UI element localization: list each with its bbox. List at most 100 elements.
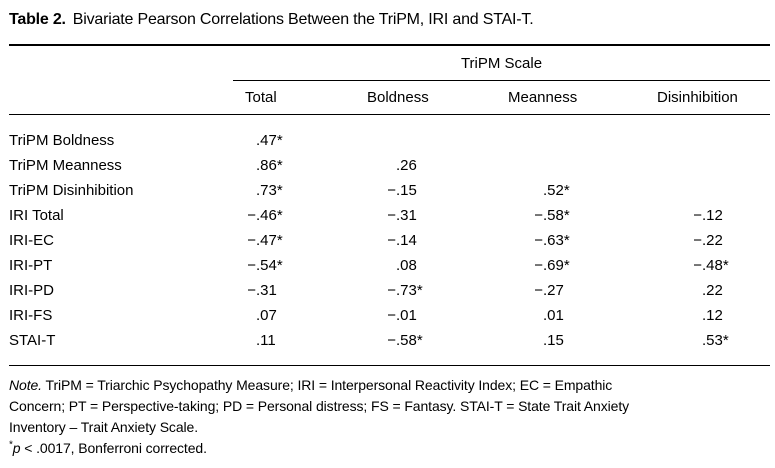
row-label: IRI-FS xyxy=(9,307,53,324)
correlation-cell: .53* xyxy=(625,328,770,366)
table-row: IRI-PD −.31 −.73* −.27 .22 xyxy=(9,278,770,303)
correlation-cell: .07 xyxy=(215,303,330,328)
value-number: .08 xyxy=(396,257,417,274)
value-sign: − xyxy=(387,232,396,249)
value-number: .15 xyxy=(543,332,564,349)
row-label: TriPM Meanness xyxy=(9,157,122,174)
value-sign: − xyxy=(534,232,543,249)
correlation-cell: .22 xyxy=(625,278,770,303)
correlation-cell xyxy=(625,153,770,178)
correlation-cell: −.54* xyxy=(215,253,330,278)
value-star: * xyxy=(276,182,283,199)
value-star: * xyxy=(722,332,729,349)
stub-cell xyxy=(9,45,215,81)
correlation-cell: −.48* xyxy=(625,253,770,278)
value-number: .52 xyxy=(543,182,564,199)
table-row: IRI Total −.46* −.31 −.58* −.12 xyxy=(9,203,770,228)
correlation-table: TriPM Scale Total Boldness Meanness Disi… xyxy=(9,44,770,366)
value-sign: − xyxy=(534,257,543,274)
value-number: .07 xyxy=(256,307,277,324)
value-number: .12 xyxy=(702,207,723,224)
stub-cell xyxy=(9,81,215,115)
value-number: .31 xyxy=(396,207,417,224)
column-header-boldness: Boldness xyxy=(330,81,470,115)
value-star: * xyxy=(276,232,283,249)
value-star: * xyxy=(563,232,570,249)
correlation-cell: −.31 xyxy=(215,278,330,303)
note-line-2: Concern; PT = Perspective-taking; PD = P… xyxy=(9,396,765,417)
correlation-cell: −.27 xyxy=(470,278,625,303)
value-sign: − xyxy=(534,207,543,224)
significance-p: p xyxy=(12,440,21,456)
value-number: .01 xyxy=(543,307,564,324)
correlation-cell: −.46* xyxy=(215,203,330,228)
value-number: .46 xyxy=(256,207,277,224)
column-header-row: Total Boldness Meanness Disinhibition xyxy=(9,81,770,115)
value-star: * xyxy=(563,182,570,199)
value-number: .22 xyxy=(702,232,723,249)
value-star: * xyxy=(416,282,423,299)
row-label: IRI Total xyxy=(9,207,64,224)
value-number: .86 xyxy=(256,157,277,174)
significance-text: < .0017, Bonferroni corrected. xyxy=(20,440,207,456)
value-sign: − xyxy=(387,332,396,349)
correlation-cell: −.01 xyxy=(330,303,470,328)
correlation-cell xyxy=(625,115,770,154)
value-sign: − xyxy=(693,232,702,249)
value-number: .73 xyxy=(396,282,417,299)
row-label: IRI-PD xyxy=(9,282,54,299)
table-row: STAI-T .11 −.58* .15 .53* xyxy=(9,328,770,366)
correlation-cell: −.22 xyxy=(625,228,770,253)
correlation-cell xyxy=(625,178,770,203)
table-row: TriPM Disinhibition .73* −.15 .52* xyxy=(9,178,770,203)
row-label: TriPM Disinhibition xyxy=(9,182,134,199)
spanner-header-cell: TriPM Scale xyxy=(215,45,770,81)
row-label: IRI-EC xyxy=(9,232,54,249)
value-number: .12 xyxy=(702,307,723,324)
correlation-cell: −.12 xyxy=(625,203,770,228)
correlation-cell: −.73* xyxy=(330,278,470,303)
correlation-cell: −.58* xyxy=(330,328,470,366)
value-number: .01 xyxy=(396,307,417,324)
value-star: * xyxy=(276,257,283,274)
value-star: * xyxy=(276,132,283,149)
correlation-cell xyxy=(330,115,470,154)
value-star: * xyxy=(563,207,570,224)
value-number: .14 xyxy=(396,232,417,249)
row-label: STAI-T xyxy=(9,332,56,349)
row-label: IRI-PT xyxy=(9,257,53,274)
correlation-cell: −.63* xyxy=(470,228,625,253)
value-star: * xyxy=(722,257,729,274)
value-number: .47 xyxy=(256,132,277,149)
value-number: .31 xyxy=(256,282,277,299)
value-sign: − xyxy=(387,307,396,324)
table-row: IRI-PT −.54* .08 −.69* −.48* xyxy=(9,253,770,278)
value-sign: − xyxy=(693,257,702,274)
value-number: .48 xyxy=(702,257,723,274)
value-star: * xyxy=(416,332,423,349)
correlation-cell: .12 xyxy=(625,303,770,328)
column-header-disinhibition: Disinhibition xyxy=(625,81,770,115)
correlation-cell: −.15 xyxy=(330,178,470,203)
column-header-total: Total xyxy=(215,81,330,115)
correlation-cell: −.69* xyxy=(470,253,625,278)
value-number: .58 xyxy=(543,207,564,224)
correlation-cell: .26 xyxy=(330,153,470,178)
value-sign: − xyxy=(247,282,256,299)
value-sign: − xyxy=(387,207,396,224)
correlation-cell: −.47* xyxy=(215,228,330,253)
value-number: .15 xyxy=(396,182,417,199)
value-number: .47 xyxy=(256,232,277,249)
table-title: Table 2. Bivariate Pearson Correlations B… xyxy=(9,8,770,32)
value-number: .58 xyxy=(396,332,417,349)
table-note: Note. TriPM = Triarchic Psychopathy Meas… xyxy=(9,375,765,459)
note-line-3: Inventory – Trait Anxiety Scale. xyxy=(9,417,765,438)
correlation-cell: −.31 xyxy=(330,203,470,228)
value-number: .26 xyxy=(396,157,417,174)
correlation-cell xyxy=(470,153,625,178)
value-number: .69 xyxy=(543,257,564,274)
correlation-cell: −.58* xyxy=(470,203,625,228)
correlation-cell xyxy=(470,115,625,154)
